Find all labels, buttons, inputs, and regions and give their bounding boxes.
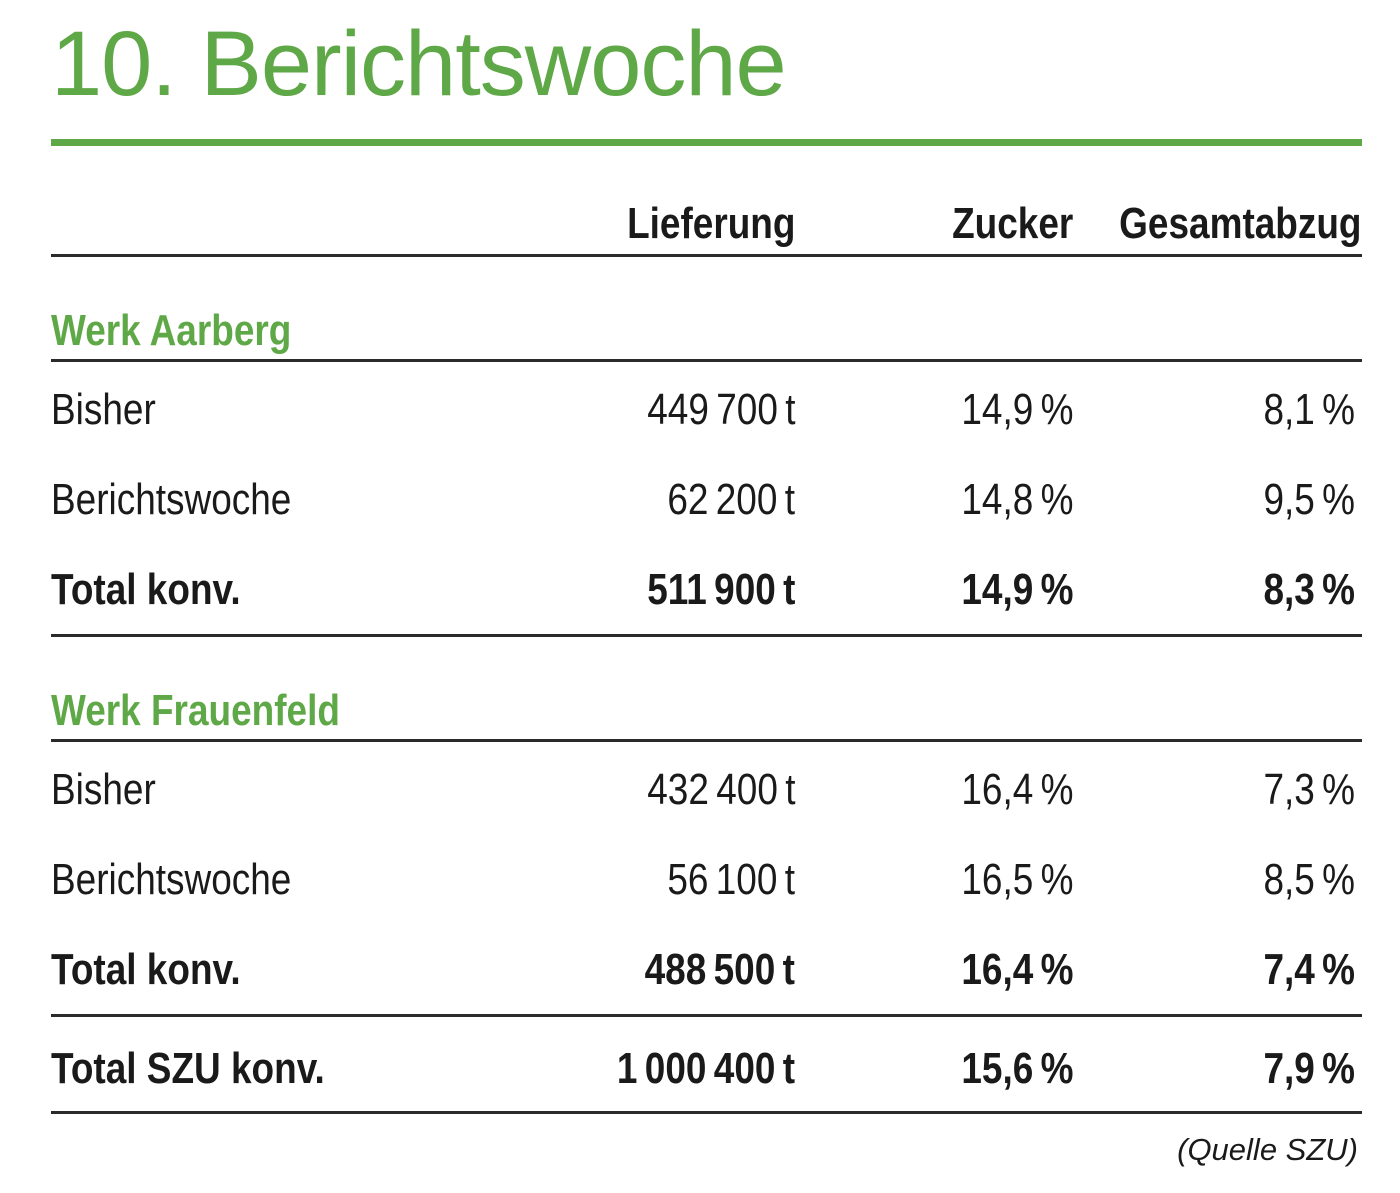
gesamtabzug-value: 9,5 %: [1263, 475, 1355, 524]
table-row-grand-total: Total SZU konv. 1 000 400 t 15,6 % 7,9 %: [51, 1047, 1362, 1091]
table-row: Berichtswoche 62 200 t 14,8 % 9,5 %: [51, 478, 1362, 522]
table-row: Berichtswoche 56 100 t 16,5 % 8,5 %: [51, 858, 1362, 902]
section-rule: [51, 739, 1362, 742]
table-row-total: Total konv. 511 900 t 14,9 % 8,3 %: [51, 568, 1362, 612]
title-underline-rule: [51, 139, 1362, 146]
column-header-lieferung: Lieferung: [626, 199, 795, 248]
zucker-value: 14,9 %: [960, 385, 1073, 434]
gesamtabzug-value: 7,3 %: [1263, 765, 1355, 814]
page-title: 10. Berichtswoche: [51, 13, 787, 115]
column-header-zucker: Zucker: [951, 199, 1073, 248]
table-header-row: Lieferung Zucker Gesamtabzug: [51, 202, 1362, 246]
lieferung-value: 56 100 t: [667, 855, 795, 904]
row-label: Berichtswoche: [51, 855, 292, 904]
header-spacer: [51, 202, 511, 246]
gesamtabzug-value: 8,3 %: [1263, 565, 1355, 614]
gesamtabzug-value: 8,1 %: [1263, 385, 1355, 434]
table-bottom-rule: [51, 1111, 1362, 1114]
section-end-rule: [51, 634, 1362, 637]
row-label: Bisher: [51, 765, 156, 814]
column-header-gesamtabzug: Gesamtabzug: [1119, 199, 1362, 248]
lieferung-value: 449 700 t: [646, 385, 795, 434]
section-end-rule: [51, 1014, 1362, 1017]
lieferung-value: 511 900 t: [646, 565, 795, 614]
row-label: Bisher: [51, 385, 156, 434]
section-title-frauenfeld: Werk Frauenfeld: [51, 686, 340, 735]
table-row: Bisher 449 700 t 14,9 % 8,1 %: [51, 388, 1362, 432]
zucker-value: 16,4 %: [960, 765, 1073, 814]
lieferung-value: 62 200 t: [667, 475, 795, 524]
lieferung-value: 1 000 400 t: [616, 1044, 795, 1093]
gesamtabzug-value: 7,9 %: [1263, 1044, 1355, 1093]
header-rule: [51, 254, 1362, 257]
source-note: (Quelle SZU): [1177, 1132, 1358, 1167]
row-label: Berichtswoche: [51, 475, 292, 524]
lieferung-value: 488 500 t: [644, 945, 795, 994]
row-label: Total konv.: [51, 945, 241, 994]
zucker-value: 16,5 %: [960, 855, 1073, 904]
zucker-value: 16,4 %: [960, 945, 1073, 994]
row-label: Total konv.: [51, 565, 241, 614]
section-rule: [51, 359, 1362, 362]
table-row-total: Total konv. 488 500 t 16,4 % 7,4 %: [51, 948, 1362, 992]
zucker-value: 14,8 %: [960, 475, 1073, 524]
gesamtabzug-value: 7,4 %: [1263, 945, 1355, 994]
lieferung-value: 432 400 t: [646, 765, 795, 814]
zucker-value: 15,6 %: [960, 1044, 1073, 1093]
section-title-aarberg: Werk Aarberg: [51, 306, 292, 355]
report-sheet: 10. Berichtswoche Lieferung Zucker Gesam…: [51, 0, 1362, 1168]
zucker-value: 14,9 %: [960, 565, 1073, 614]
row-label: Total SZU konv.: [51, 1044, 325, 1093]
gesamtabzug-value: 8,5 %: [1263, 855, 1355, 904]
table-row: Bisher 432 400 t 16,4 % 7,3 %: [51, 768, 1362, 812]
